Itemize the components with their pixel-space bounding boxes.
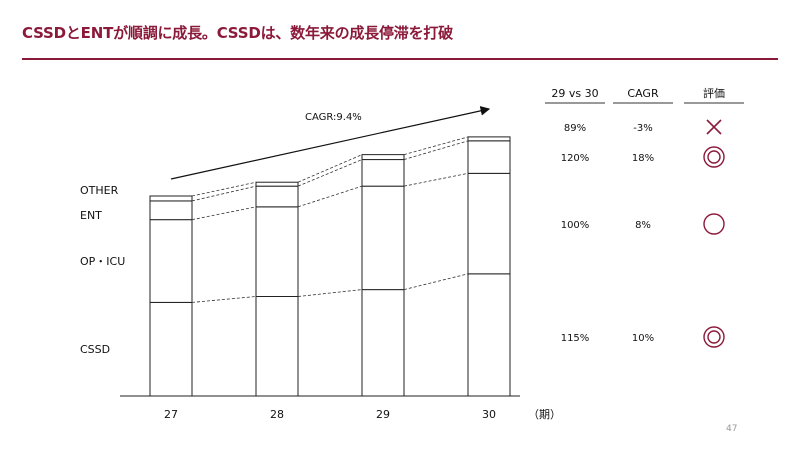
title-underline — [22, 58, 778, 60]
connector-line — [191, 185, 257, 202]
table-cagr-2: 8% — [635, 220, 651, 231]
bar-segment-op-icu-30 — [467, 172, 511, 275]
bar-segment-other-27 — [149, 195, 193, 202]
bar-segment-other-29 — [361, 154, 405, 161]
bar-segment-other-28 — [255, 181, 299, 187]
table-ratio-1: 120% — [561, 153, 590, 164]
x-tick-label: 30 — [482, 408, 496, 421]
connector-line — [403, 136, 469, 156]
rating-double-circle-inner — [707, 330, 721, 344]
rating-double-circle-icon — [703, 326, 725, 348]
bar-segment-ent-29 — [361, 159, 405, 187]
table-cagr-1: 18% — [632, 153, 654, 164]
connector-line — [297, 154, 363, 183]
table-cagr-0: -3% — [633, 123, 652, 134]
bar-segment-op-icu-28 — [255, 206, 299, 297]
trend-annotation: CAGR:9.4% — [305, 112, 362, 123]
bar-segment-cssd-27 — [149, 301, 193, 397]
x-tick-label: 27 — [164, 408, 178, 421]
bar-segment-op-icu-29 — [361, 185, 405, 291]
legend-label-ent: ENT — [80, 209, 102, 222]
rating-cross-icon — [706, 119, 722, 135]
table-cagr-3: 10% — [632, 333, 654, 344]
page-number: 47 — [726, 424, 738, 434]
table-header-2: 評価 — [703, 86, 725, 100]
connector-line — [403, 140, 469, 160]
bar-segment-op-icu-27 — [149, 219, 193, 303]
connector-line — [403, 172, 469, 187]
connector-line — [297, 289, 363, 297]
bar-segment-ent-30 — [467, 140, 511, 174]
slide-title: CSSDとENTが順調に成長。CSSDは、数年来の成長停滞を打破 — [22, 24, 453, 42]
connector-line — [297, 185, 363, 208]
rating-circle-icon — [703, 213, 725, 235]
legend-label-cssd: CSSD — [80, 343, 110, 356]
table-ratio-3: 115% — [561, 333, 590, 344]
bar-segment-ent-28 — [255, 185, 299, 208]
bar-segment-cssd-28 — [255, 295, 299, 397]
connector-line — [403, 273, 469, 290]
bar-segment-cssd-30 — [467, 273, 511, 397]
trend-arrow — [170, 106, 491, 180]
connector-line — [297, 159, 363, 187]
table-header-0: 29 vs 30 — [551, 87, 598, 100]
rating-double-circle-icon — [703, 146, 725, 168]
x-tick-label: 29 — [376, 408, 390, 421]
x-tick-label: 28 — [270, 408, 284, 421]
bar-segment-cssd-29 — [361, 289, 405, 397]
table-header-1: CAGR — [627, 87, 659, 100]
rating-double-circle-inner — [707, 150, 721, 164]
connector-line — [191, 206, 257, 221]
connector-line — [191, 181, 257, 197]
table-ratio-0: 89% — [564, 123, 586, 134]
bar-segment-other-30 — [467, 136, 511, 142]
bar-segment-ent-27 — [149, 200, 193, 221]
legend-label-other: OTHER — [80, 184, 119, 197]
legend-label-op-icu: OP・ICU — [80, 255, 125, 268]
table-ratio-2: 100% — [561, 220, 590, 231]
connector-line — [191, 296, 257, 303]
x-unit-label: （期） — [528, 408, 561, 421]
